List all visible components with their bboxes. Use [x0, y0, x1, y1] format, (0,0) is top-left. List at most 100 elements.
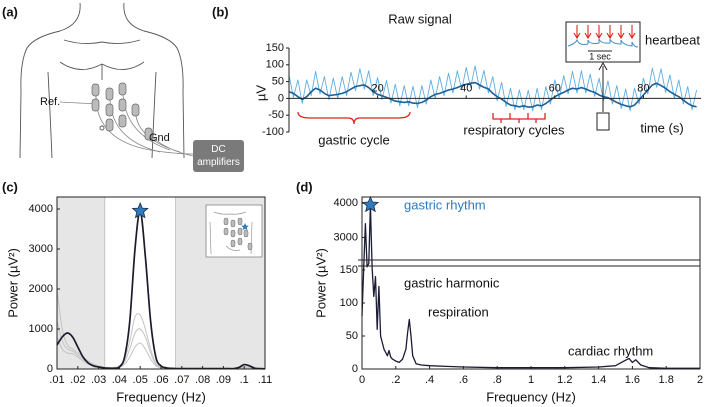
annotation: respiratory cycles: [463, 122, 565, 137]
x-tick-label: 2: [697, 374, 703, 386]
heartbeat-arrow: [628, 25, 636, 40]
electrode: [144, 127, 153, 141]
torso-left: [19, 2, 81, 159]
chest-lines: [59, 39, 145, 80]
y-tick-label: 0: [278, 92, 284, 104]
electrode: [105, 87, 114, 101]
x-tick-label: .07: [174, 374, 189, 386]
annotation: gastric cycle: [318, 132, 390, 147]
electrode: [118, 82, 127, 96]
y-tick-label: 3000: [29, 243, 53, 255]
peak-star: [361, 195, 380, 213]
gastric-brace: [297, 111, 411, 125]
y-axis-label: µV: [253, 85, 268, 101]
annotation: gastric rhythm: [404, 197, 486, 212]
heartbeat-arrow: [606, 25, 614, 40]
respiratory-braces: [492, 113, 546, 123]
zoom-arrow: [598, 61, 608, 112]
inset-electrode: [237, 227, 243, 236]
panel-label: (c): [2, 179, 18, 194]
ref-label: Ref.: [40, 96, 60, 108]
inset-electrode: [223, 227, 229, 236]
arm-lines: [47, 71, 157, 159]
x-tick-label: .2: [391, 374, 400, 386]
electrode: [118, 114, 127, 128]
x-tick-label: .03: [91, 374, 106, 386]
inset-electrode: [223, 217, 229, 226]
inset-electrode: [230, 239, 236, 248]
wires: [59, 94, 194, 157]
electrode: [105, 118, 114, 132]
heartbeat-arrow: [573, 25, 581, 40]
y-tick-label: 100: [340, 297, 358, 309]
x-tick-label: 1.2: [557, 374, 572, 386]
electrode: [91, 83, 100, 97]
y-tick-label: 100: [266, 59, 284, 71]
y-tick-label: 0: [47, 363, 53, 375]
y-tick-label: -100: [262, 126, 284, 138]
series-line: [288, 81, 697, 108]
amplifier-label-box: DC amplifiers: [197, 144, 240, 168]
y-tick-label: 150: [340, 264, 358, 276]
x-tick-label: .11: [258, 374, 272, 386]
x-axis-label: Frequency (Hz): [116, 389, 206, 404]
electrode: [118, 98, 127, 112]
inset-trace: [567, 38, 639, 48]
inset-electrode: [237, 217, 243, 226]
navel: [99, 125, 105, 131]
x-tick-label: .1: [240, 374, 249, 386]
inset-electrode: [237, 237, 243, 246]
x-tick-label: .06: [153, 374, 168, 386]
zoom-box: [596, 112, 610, 131]
panel-label: (d): [296, 179, 313, 194]
series-line: [361, 204, 700, 369]
x-tick-label: .4: [425, 374, 434, 386]
amplifier-label: DC amplifiers: [197, 144, 240, 168]
torso-right: [123, 2, 185, 159]
shaded-range: [56, 196, 106, 370]
amplifier-box: [193, 140, 244, 172]
x-tick-label: 20: [371, 82, 383, 94]
x-tick-label: 1.4: [591, 374, 606, 386]
heartbeat-arrow: [595, 25, 603, 40]
x-axis-label: time (s): [640, 120, 683, 135]
x-tick-label: 0: [359, 374, 365, 386]
annotation: gastric harmonic: [404, 275, 500, 290]
x-tick-label: .08: [195, 374, 210, 386]
x-tick-label: .09: [216, 374, 231, 386]
y-tick-label: 150: [266, 42, 284, 54]
y-tick-label: 4000: [334, 197, 358, 209]
y-axis-label: Power (µV²): [313, 248, 328, 318]
annotation: respiration: [428, 304, 489, 319]
y-tick-label: 3000: [334, 231, 358, 243]
annotation: 1 sec: [589, 51, 611, 61]
y-axis-label: Power (µV²): [5, 248, 20, 318]
y-tick-label: 2000: [29, 283, 53, 295]
heartbeat-arrow: [617, 25, 625, 40]
inset-electrode: [243, 229, 249, 238]
y-tick-label: 1000: [29, 323, 53, 335]
heartbeat-arrow: [584, 25, 592, 40]
electrode: [105, 103, 114, 117]
series-line: [288, 65, 698, 112]
x-tick-label: .6: [459, 374, 468, 386]
panel-label: (a): [2, 4, 18, 19]
peak-star: [131, 201, 149, 219]
inset-electrode: [230, 229, 236, 238]
annotation: cardiac rhythm: [568, 343, 653, 358]
x-tick-label: .02: [70, 374, 85, 386]
y-tick-label: 50: [272, 76, 284, 88]
torso-diagram: Ref. Gnd DC amplifiers: [19, 2, 244, 172]
y-tick-label: -50: [268, 109, 284, 121]
x-axis-label: Frequency (Hz): [486, 389, 576, 404]
x-tick-label: 40: [460, 82, 472, 94]
inset-electrode: [247, 242, 253, 251]
y-tick-label: 50: [346, 330, 358, 342]
inset-electrode: [230, 219, 236, 228]
x-tick-label: 1: [528, 374, 534, 386]
panel-label: (b): [212, 4, 229, 19]
inset-star: [241, 223, 249, 231]
x-tick-label: .8: [493, 374, 502, 386]
y-tick-label: 0: [352, 363, 358, 375]
